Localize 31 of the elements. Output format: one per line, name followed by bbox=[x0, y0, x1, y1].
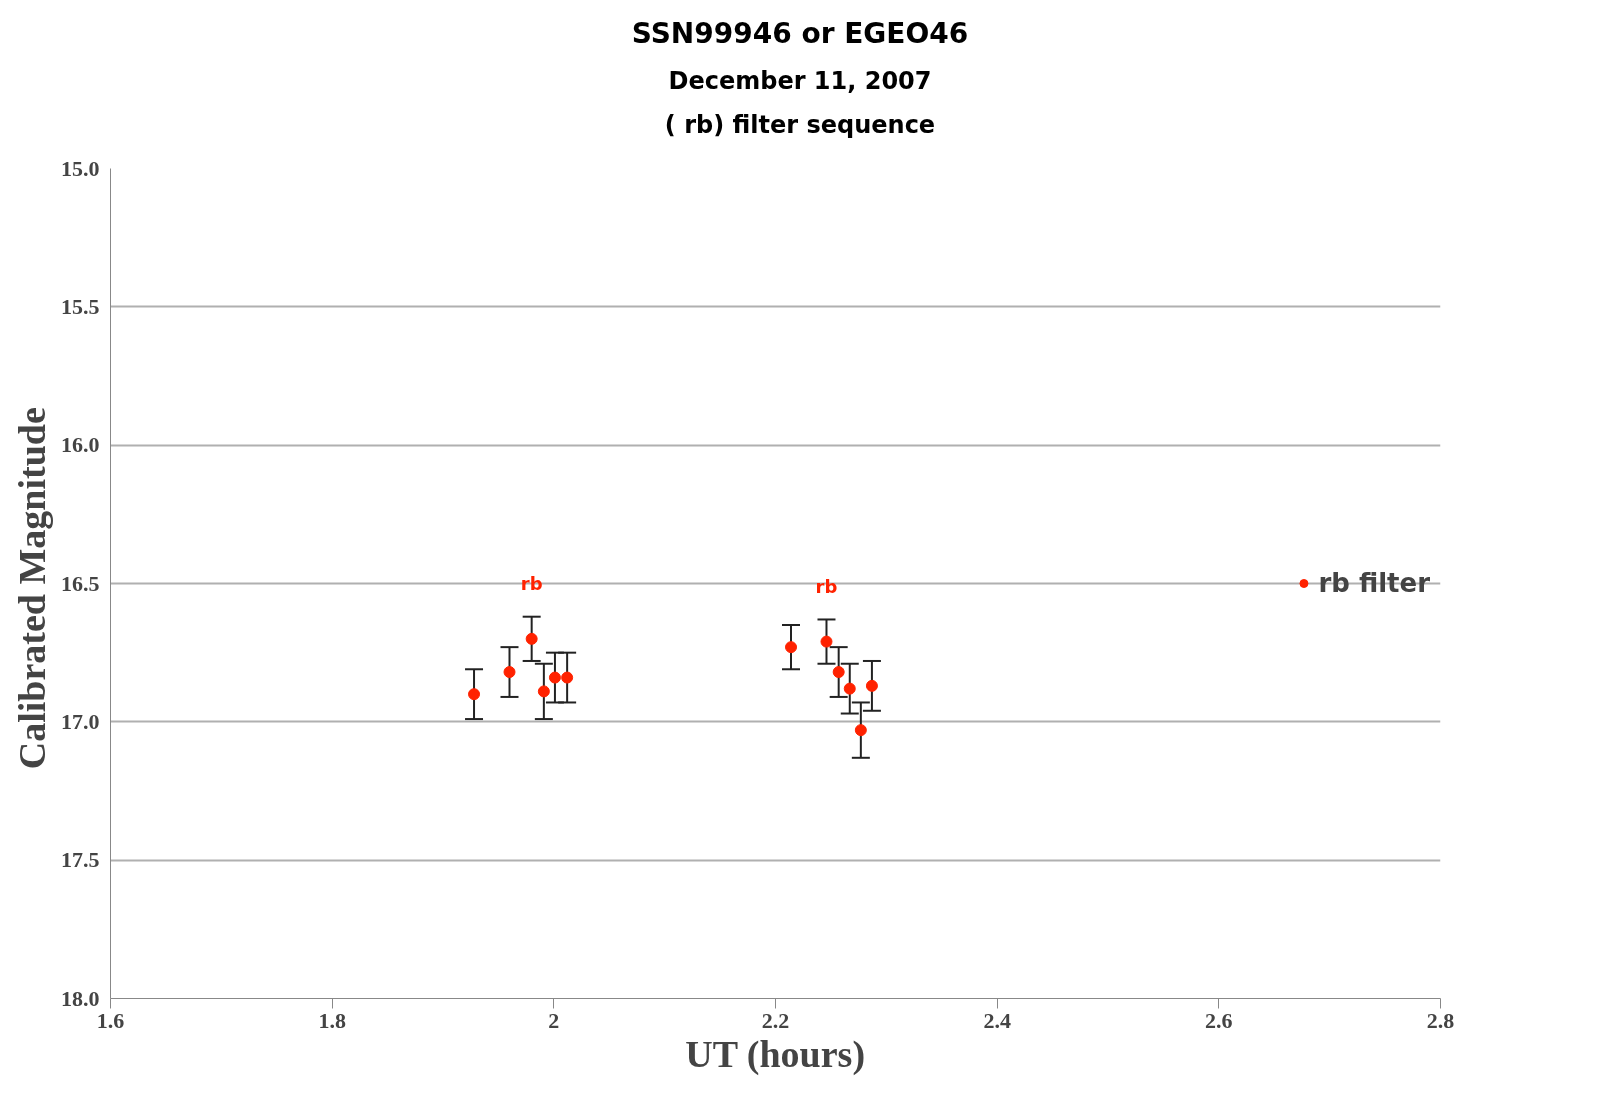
point bbox=[537, 684, 550, 697]
annotation: rb bbox=[815, 575, 838, 597]
y-tick-label: 15.0 bbox=[61, 155, 100, 181]
point bbox=[503, 665, 516, 678]
x-tick-label: 2.2 bbox=[761, 1007, 790, 1033]
point bbox=[785, 640, 798, 653]
point bbox=[525, 632, 538, 645]
chart-subtitle: December 11, 2007 ( rb) filter sequence bbox=[664, 66, 936, 142]
point bbox=[468, 687, 481, 700]
y-tick-label: 16.5 bbox=[61, 570, 100, 596]
y-tick-label: 15.5 bbox=[61, 293, 100, 319]
chart-title: SSN99946 or EGEO46 bbox=[631, 16, 969, 52]
y-tick-label: 17.0 bbox=[61, 708, 100, 734]
y-tick-label: 16.0 bbox=[61, 431, 100, 457]
point bbox=[548, 671, 561, 684]
x-tick-label: 2.8 bbox=[1426, 1007, 1455, 1033]
annotation: rb bbox=[520, 572, 543, 594]
x-tick-label: 2.4 bbox=[983, 1007, 1011, 1033]
point bbox=[843, 682, 856, 695]
legend-label: rb filter bbox=[1318, 567, 1430, 598]
x-axis-title: UT (hours) bbox=[685, 1032, 866, 1076]
point bbox=[820, 635, 833, 648]
point bbox=[854, 723, 867, 736]
y-tick-label: 17.5 bbox=[61, 846, 100, 872]
y-axis-title: Calibrated Magnitude bbox=[11, 406, 53, 769]
point bbox=[865, 679, 878, 692]
x-tick-label: 2 bbox=[548, 1007, 560, 1033]
x-tick-label: 2.6 bbox=[1205, 1007, 1233, 1033]
point bbox=[561, 671, 574, 684]
x-tick-label: 1.8 bbox=[318, 1007, 346, 1033]
point bbox=[832, 665, 845, 678]
